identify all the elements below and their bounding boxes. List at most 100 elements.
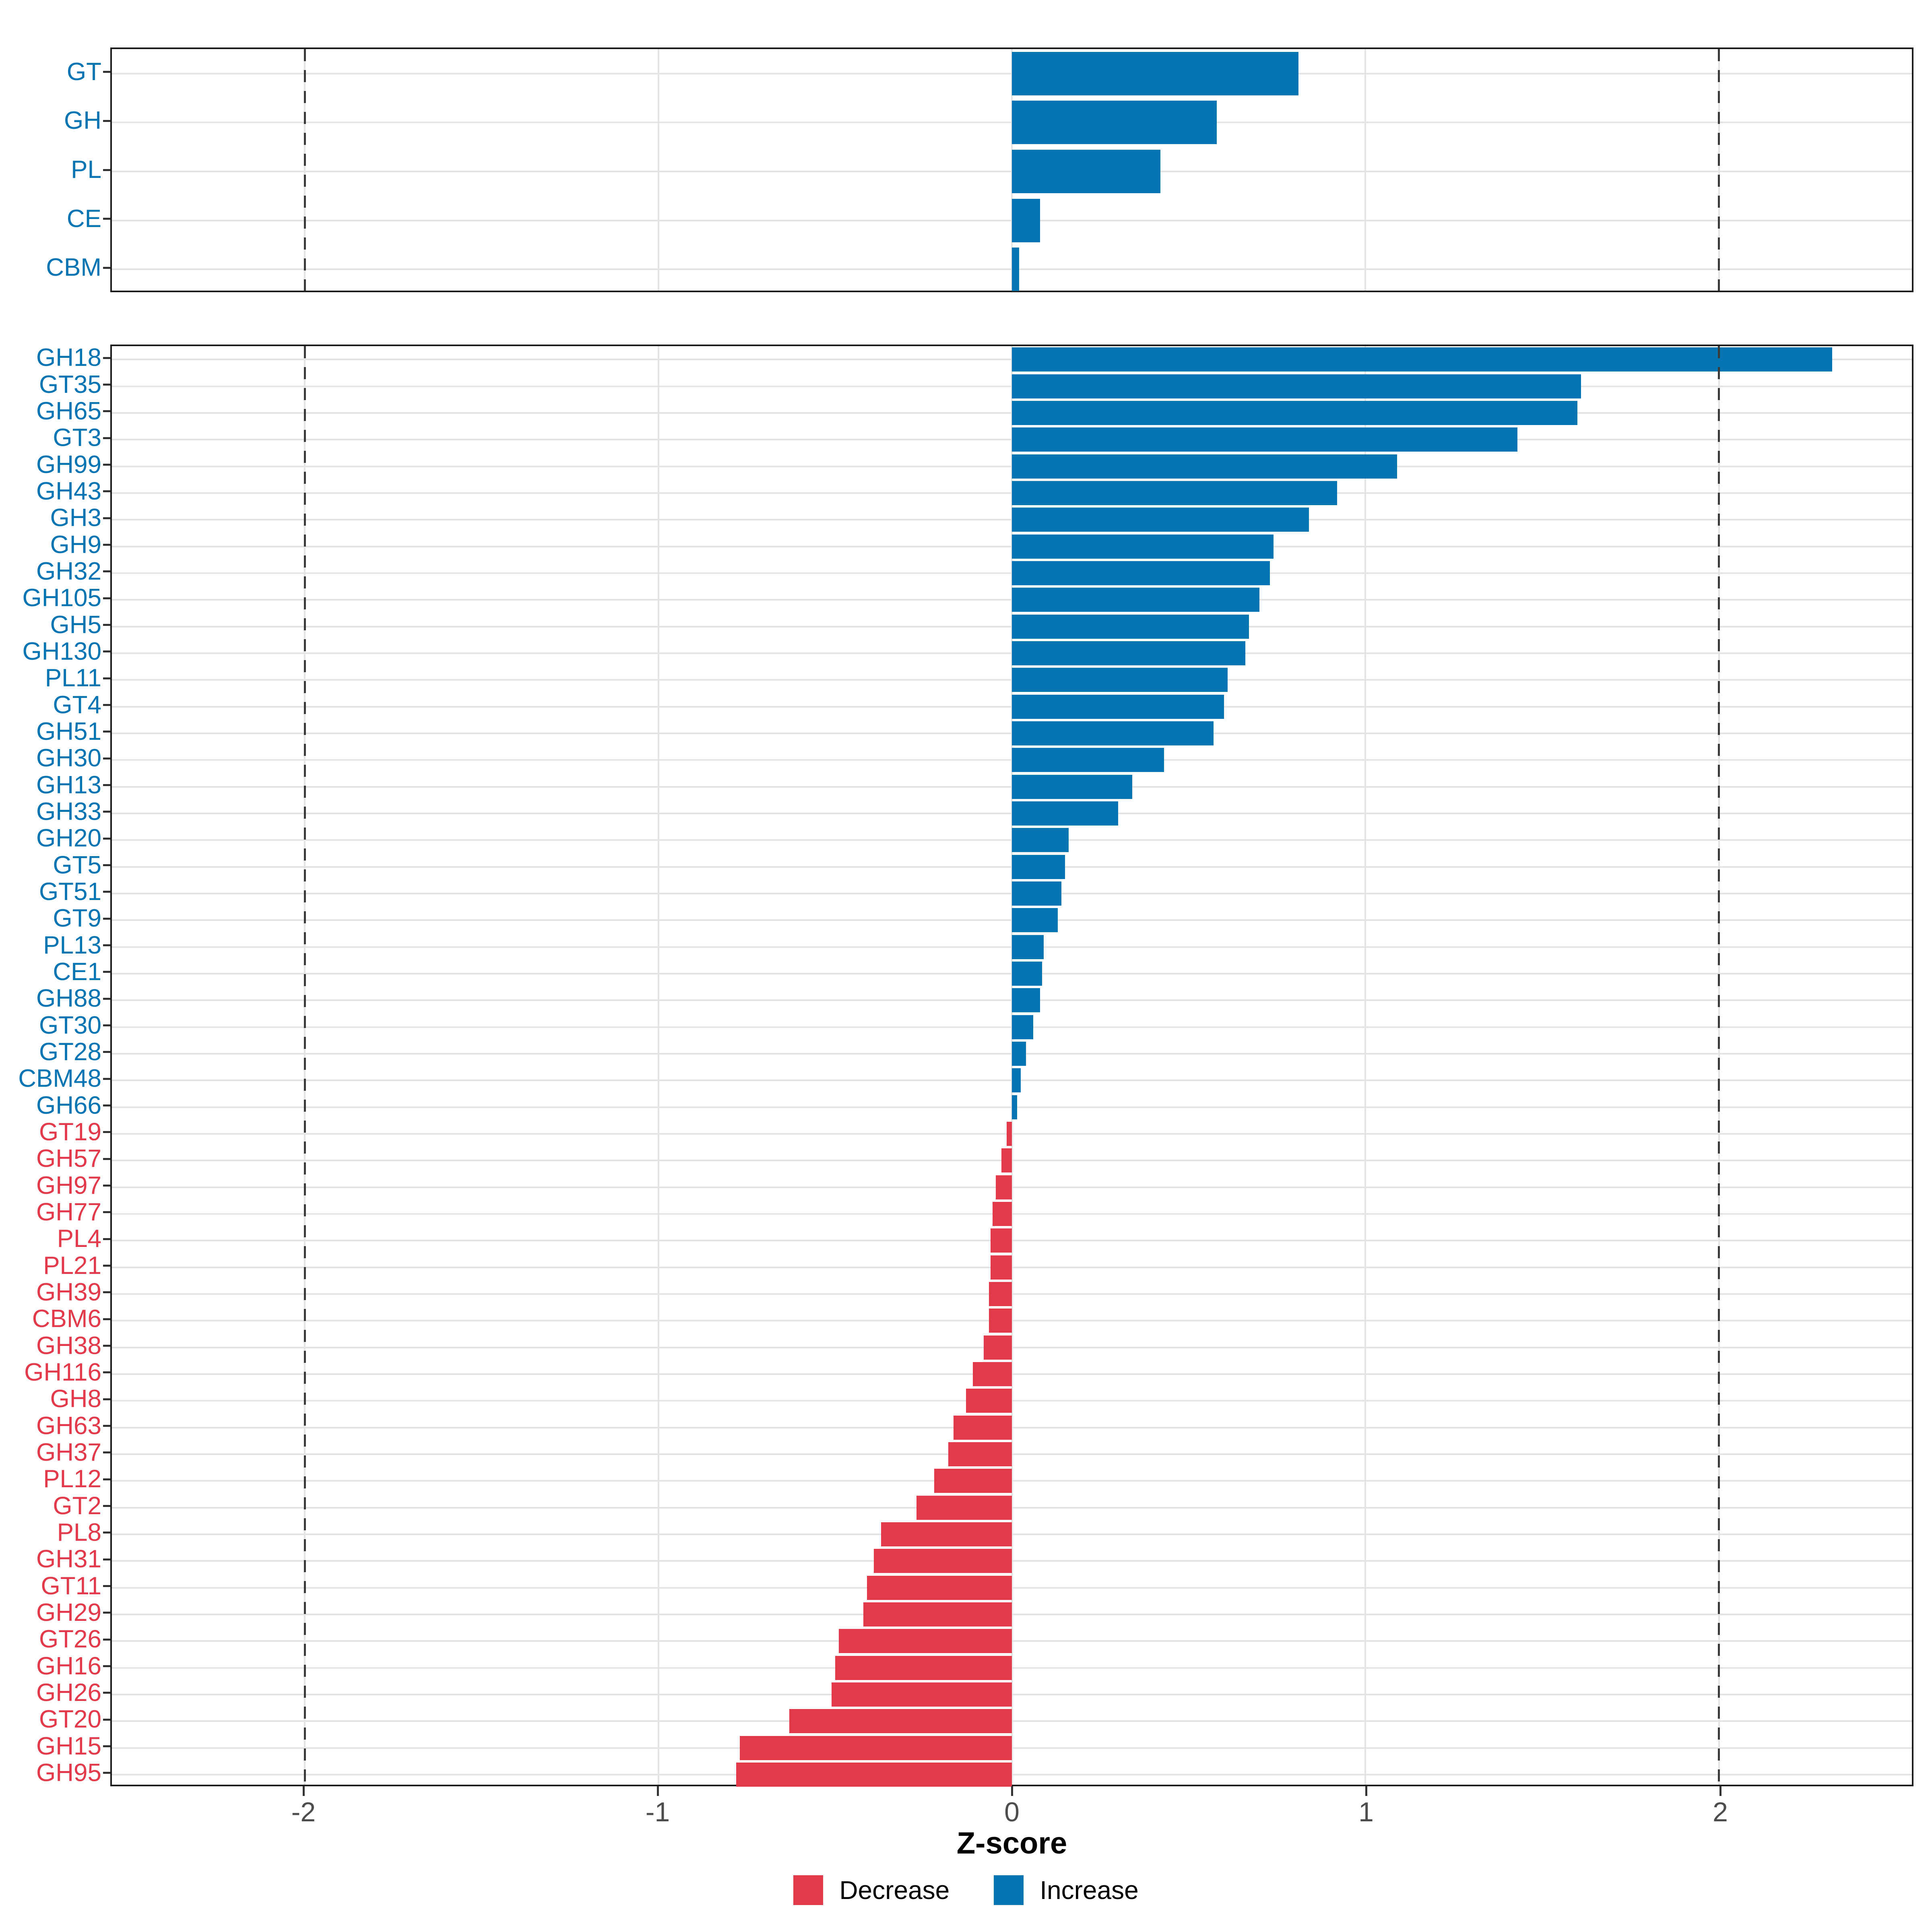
bar-pl4 [991, 1228, 1012, 1253]
category-label-gh130: GH130 [22, 637, 101, 665]
bar-gt30 [1012, 1015, 1033, 1039]
bar-gh63 [954, 1415, 1012, 1440]
x-tick-label: 0 [1004, 1797, 1020, 1827]
y-axis-tick [103, 464, 110, 466]
bar-gh16 [835, 1655, 1012, 1680]
x-axis-tick [1365, 1786, 1367, 1796]
y-axis-tick [103, 266, 110, 269]
row-gridline [112, 1346, 1912, 1348]
bar-gh32 [1012, 561, 1270, 585]
category-label-gh15: GH15 [36, 1732, 101, 1760]
category-label-pl13: PL13 [43, 931, 101, 959]
bar-pl8 [881, 1522, 1012, 1546]
row-gridline [112, 1400, 1912, 1402]
increase-swatch-icon [994, 1875, 1024, 1905]
category-label-gh97: GH97 [36, 1171, 101, 1199]
bar-gh31 [874, 1549, 1012, 1573]
y-axis-tick [103, 1318, 110, 1320]
category-label-gt26: GT26 [39, 1625, 101, 1653]
bar-gh77 [992, 1201, 1012, 1226]
row-gridline [112, 1293, 1912, 1295]
y-axis-tick [103, 624, 110, 626]
x-axis-title: Z-score [956, 1826, 1067, 1860]
category-label-gh116: GH116 [24, 1358, 101, 1386]
category-label-gh20: GH20 [36, 824, 101, 852]
bar-pl11 [1012, 668, 1228, 692]
bar-gh43 [1012, 481, 1338, 505]
bar-gh20 [1012, 828, 1069, 852]
category-label-gh65: GH65 [36, 397, 101, 425]
y-axis-tick [103, 1478, 110, 1480]
category-label-pl4: PL4 [57, 1225, 101, 1253]
y-axis-tick [103, 1692, 110, 1694]
y-axis-tick [103, 597, 110, 599]
y-axis-tick [103, 1104, 110, 1106]
bar-pl [1012, 150, 1160, 193]
row-gridline [112, 1507, 1912, 1509]
y-axis-tick [103, 544, 110, 546]
bar-pl21 [991, 1255, 1012, 1280]
row-gridline [112, 1426, 1912, 1428]
row-gridline [112, 1560, 1912, 1562]
y-axis-tick [103, 1638, 110, 1641]
bar-gh95 [736, 1762, 1012, 1787]
y-axis-tick [103, 1371, 110, 1374]
legend-label-increase: Increase [1040, 1876, 1139, 1905]
y-axis-tick [103, 1345, 110, 1347]
bar-gh37 [948, 1442, 1012, 1466]
y-axis-tick [103, 917, 110, 920]
category-label-pl: PL [71, 156, 101, 184]
row-gridline [112, 1213, 1912, 1215]
row-gridline [112, 1133, 1912, 1135]
dashed-reference-line [303, 49, 306, 291]
x-axis-tick [1719, 1786, 1721, 1796]
y-axis-tick [103, 757, 110, 760]
category-label-gh26: GH26 [36, 1678, 101, 1707]
bar-gh116 [973, 1362, 1012, 1386]
row-gridline [112, 1186, 1912, 1188]
bar-gt9 [1012, 908, 1058, 933]
bar-gt28 [1012, 1041, 1026, 1066]
bar-gh39 [989, 1282, 1012, 1306]
y-axis-tick [103, 1211, 110, 1214]
row-gridline [112, 1720, 1912, 1722]
category-label-gh31: GH31 [36, 1545, 101, 1573]
bar-cbm6 [989, 1309, 1012, 1333]
row-gridline [112, 1160, 1912, 1162]
bar-ce [1012, 198, 1040, 242]
category-label-ce: CE [66, 204, 101, 233]
x-gridline [1364, 346, 1366, 1785]
bar-gt35 [1012, 374, 1581, 398]
legend-entry-decrease: Decrease [793, 1875, 949, 1905]
category-label-cbm6: CBM6 [32, 1305, 101, 1333]
y-axis-tick [103, 1024, 110, 1026]
category-label-gt4: GT4 [53, 691, 101, 719]
y-axis-tick [103, 1772, 110, 1774]
row-gridline [112, 1480, 1912, 1482]
category-label-gh63: GH63 [36, 1412, 101, 1440]
row-gridline [112, 1693, 1912, 1695]
bar-gt2 [916, 1495, 1012, 1520]
bar-gt51 [1012, 881, 1061, 906]
category-label-gh57: GH57 [36, 1145, 101, 1173]
category-label-gh13: GH13 [36, 771, 101, 799]
bar-gh99 [1012, 454, 1397, 479]
bar-pl13 [1012, 935, 1044, 959]
category-label-gt35: GT35 [39, 370, 101, 398]
category-label-gt30: GT30 [39, 1011, 101, 1039]
y-axis-tick [103, 1425, 110, 1427]
category-label-gh95: GH95 [36, 1759, 101, 1787]
category-label-pl8: PL8 [57, 1518, 101, 1546]
bar-gh38 [983, 1335, 1012, 1360]
decrease-swatch-icon [793, 1875, 824, 1905]
category-label-pl21: PL21 [43, 1251, 101, 1280]
x-tick-label: -1 [645, 1797, 670, 1827]
bar-gh3 [1012, 508, 1309, 532]
y-axis-tick [103, 1051, 110, 1053]
category-label-gh37: GH37 [36, 1438, 101, 1466]
category-label-gh33: GH33 [36, 797, 101, 826]
y-axis-tick [103, 570, 110, 573]
y-axis-tick [103, 731, 110, 733]
y-axis-tick [103, 1158, 110, 1160]
